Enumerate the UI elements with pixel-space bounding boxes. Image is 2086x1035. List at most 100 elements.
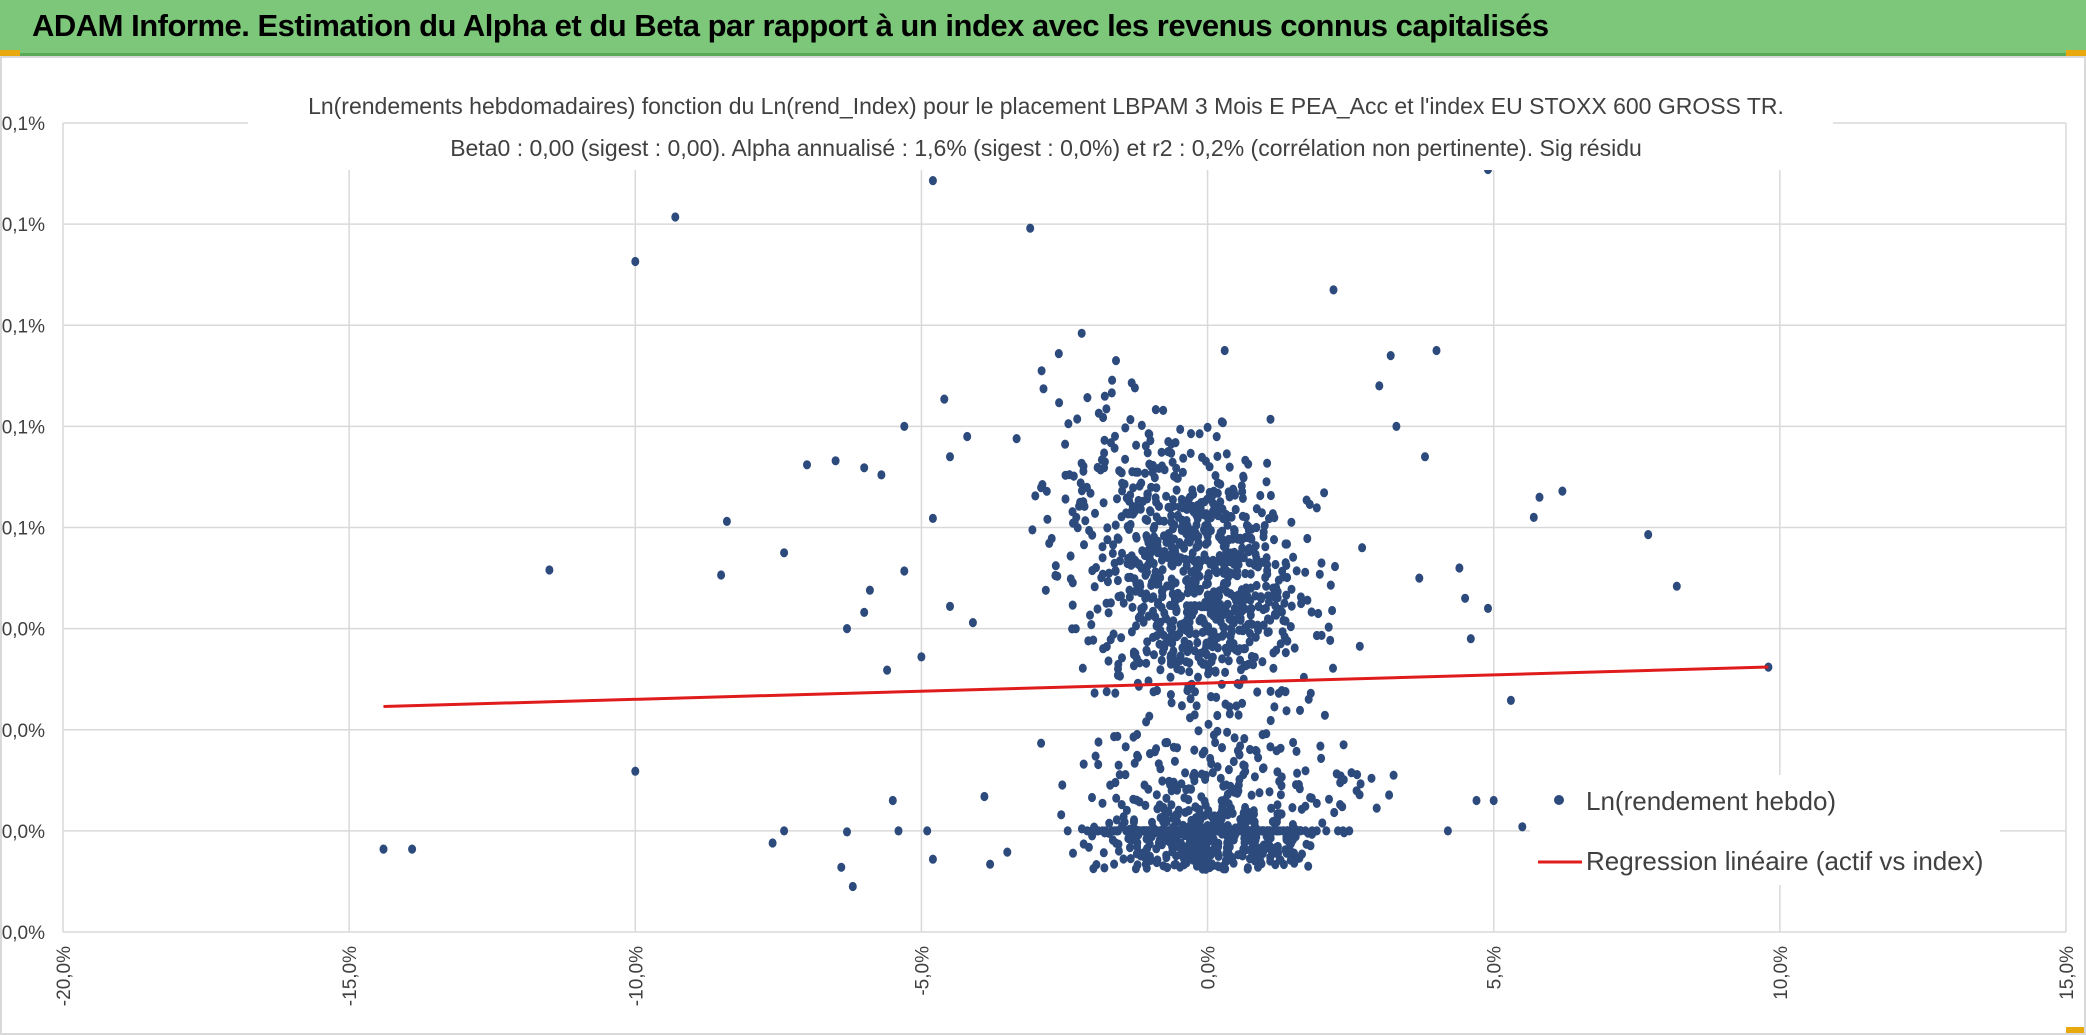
data-point [1332, 769, 1341, 779]
data-point [1113, 494, 1121, 504]
data-point [1104, 608, 1113, 618]
data-point [1167, 581, 1176, 591]
data-point [1246, 628, 1254, 639]
data-point [1125, 585, 1134, 595]
data-point [1317, 558, 1326, 568]
data-point [1114, 592, 1123, 602]
data-point [1203, 573, 1212, 583]
data-point [1039, 384, 1048, 394]
data-point [1191, 687, 1199, 697]
data-point [1372, 803, 1381, 813]
data-point [1204, 719, 1213, 729]
data-point [1152, 744, 1161, 754]
data-point [1222, 449, 1231, 459]
data-point [1219, 861, 1228, 871]
data-point [1106, 598, 1115, 608]
y-tick-label: 0,1% [2, 215, 45, 236]
data-point [1126, 509, 1135, 519]
data-point [1289, 737, 1298, 748]
data-point [928, 513, 937, 524]
data-point [1111, 520, 1120, 530]
data-point [1003, 847, 1012, 857]
data-point [1088, 530, 1097, 540]
data-point [1219, 629, 1228, 639]
data-point [1055, 398, 1064, 408]
data-point [1175, 502, 1184, 512]
data-point [1200, 497, 1209, 507]
data-point [1229, 486, 1238, 496]
data-point [1204, 622, 1213, 632]
data-point [1038, 480, 1047, 490]
data-point [1113, 575, 1122, 586]
data-point [1166, 690, 1175, 700]
data-point [1214, 851, 1223, 862]
data-point [1141, 514, 1150, 524]
data-point [1134, 495, 1143, 506]
data-point [1328, 605, 1337, 616]
data-point [1108, 835, 1117, 845]
data-point [843, 624, 851, 634]
data-point [1287, 601, 1296, 611]
data-point [545, 565, 554, 575]
data-point [1081, 516, 1090, 526]
data-point [1220, 580, 1229, 590]
corner-accent-right [2066, 50, 2086, 58]
data-point [1186, 694, 1195, 704]
data-point [1218, 743, 1226, 753]
data-point [1128, 467, 1137, 477]
data-point [1159, 531, 1168, 541]
data-point [1087, 620, 1096, 630]
data-point [1221, 699, 1230, 709]
data-point [1114, 846, 1123, 856]
regression-line [383, 665, 1769, 708]
data-point [1276, 790, 1285, 800]
data-point [1078, 663, 1087, 673]
data-point [888, 795, 897, 806]
data-point [1180, 793, 1189, 803]
data-point [1558, 486, 1567, 496]
data-point [1168, 623, 1177, 633]
data-point [1375, 381, 1384, 391]
data-point [1195, 616, 1204, 626]
data-point [1121, 770, 1130, 780]
data-point [1173, 743, 1182, 753]
data-point [1143, 489, 1152, 499]
data-point [1236, 549, 1245, 559]
chart-subtitle: Beta0 : 0,00 (sigest : 0,00). Alpha annu… [450, 135, 1642, 161]
data-point [1281, 648, 1290, 658]
data-point [1202, 641, 1211, 651]
data-point [1213, 762, 1222, 772]
data-point [1355, 641, 1364, 651]
data-point [1177, 665, 1186, 675]
data-point [1096, 465, 1105, 475]
data-point [1223, 727, 1232, 737]
data-point [860, 607, 869, 618]
data-point [1226, 556, 1234, 566]
data-point [1273, 800, 1282, 810]
data-point [1207, 628, 1216, 639]
data-point [1198, 452, 1206, 462]
data-point [1154, 759, 1163, 769]
data-point [1182, 858, 1191, 868]
data-point [1249, 544, 1257, 554]
data-point [1202, 853, 1211, 863]
data-point [1191, 629, 1200, 639]
data-point [1322, 826, 1331, 836]
data-point [1273, 845, 1282, 855]
data-point [1088, 792, 1096, 803]
data-point [1246, 583, 1255, 593]
data-point [1194, 726, 1203, 736]
data-point [1119, 854, 1128, 864]
data-point [1126, 854, 1135, 864]
data-point [1252, 824, 1261, 834]
data-point [1166, 672, 1175, 682]
data-point [1113, 731, 1122, 742]
data-point [1246, 569, 1255, 579]
data-point [1142, 826, 1151, 836]
data-point [803, 460, 811, 470]
data-point [1254, 562, 1262, 572]
data-point [1090, 582, 1099, 592]
corner-accent-bottom-right [2066, 1027, 2086, 1035]
data-point [946, 601, 954, 612]
data-point [843, 827, 851, 837]
